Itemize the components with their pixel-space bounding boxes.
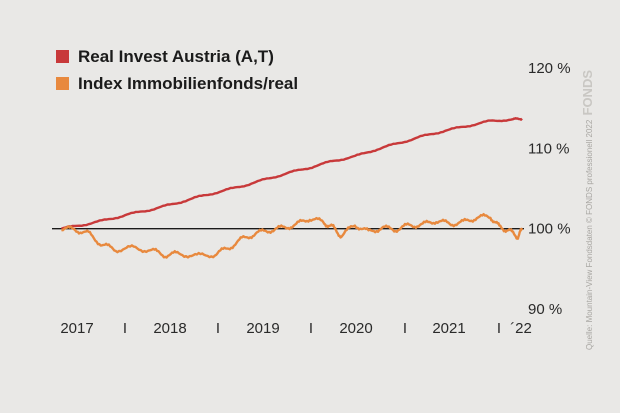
- x-tick-label: 2017: [60, 320, 93, 337]
- legend-swatch-2: [56, 77, 69, 90]
- legend-label-1: Real Invest Austria (A,T): [78, 47, 274, 66]
- x-tick-label: ´22: [510, 320, 532, 337]
- x-tick-separator: I: [497, 320, 501, 337]
- series-layer: [61, 116, 524, 259]
- series-line-1: [61, 116, 523, 230]
- y-tick-label: 120 %: [528, 60, 571, 77]
- x-tick-label: 2020: [339, 320, 372, 337]
- x-tick-separator: I: [309, 320, 313, 337]
- legend: Real Invest Austria (A,T) Index Immobilie…: [56, 47, 298, 93]
- x-tick-label: 2021: [432, 320, 465, 337]
- x-tick-label: 2018: [153, 320, 186, 337]
- y-tick-label: 110 %: [528, 140, 569, 157]
- x-tick-separator: I: [216, 320, 220, 337]
- legend-label-2: Index Immobilienfonds/real: [78, 74, 298, 93]
- brand-logo-text: FONDS: [580, 70, 595, 116]
- x-tick-label: 2019: [246, 320, 279, 337]
- y-tick-label: 90 %: [528, 301, 562, 318]
- series-line-2: [61, 212, 524, 259]
- x-tick-separator: I: [403, 320, 407, 337]
- y-tick-label: 100 %: [528, 221, 571, 238]
- x-tick-separator: I: [123, 320, 127, 337]
- y-axis-ticks: 90 % 100 % 110 % 120 %: [528, 60, 571, 318]
- source-credit: Quelle: Mountain-View Fondsdaten © FONDS…: [585, 119, 594, 350]
- legend-swatch-1: [56, 50, 69, 63]
- x-axis-ticks: 2017 I 2018 I 2019 I 2020 I 2021 I ´22: [60, 320, 532, 337]
